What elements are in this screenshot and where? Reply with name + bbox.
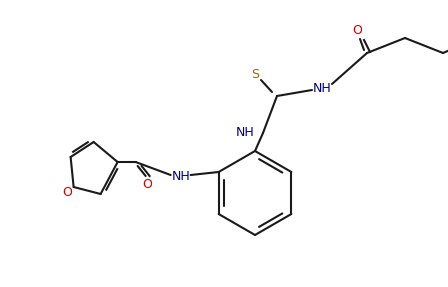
Text: O: O [352, 24, 362, 38]
Text: NH: NH [171, 170, 190, 183]
Text: NH: NH [236, 127, 254, 139]
Text: O: O [143, 177, 153, 191]
Text: O: O [63, 185, 73, 199]
Text: NH: NH [313, 82, 332, 94]
Text: S: S [251, 67, 259, 80]
